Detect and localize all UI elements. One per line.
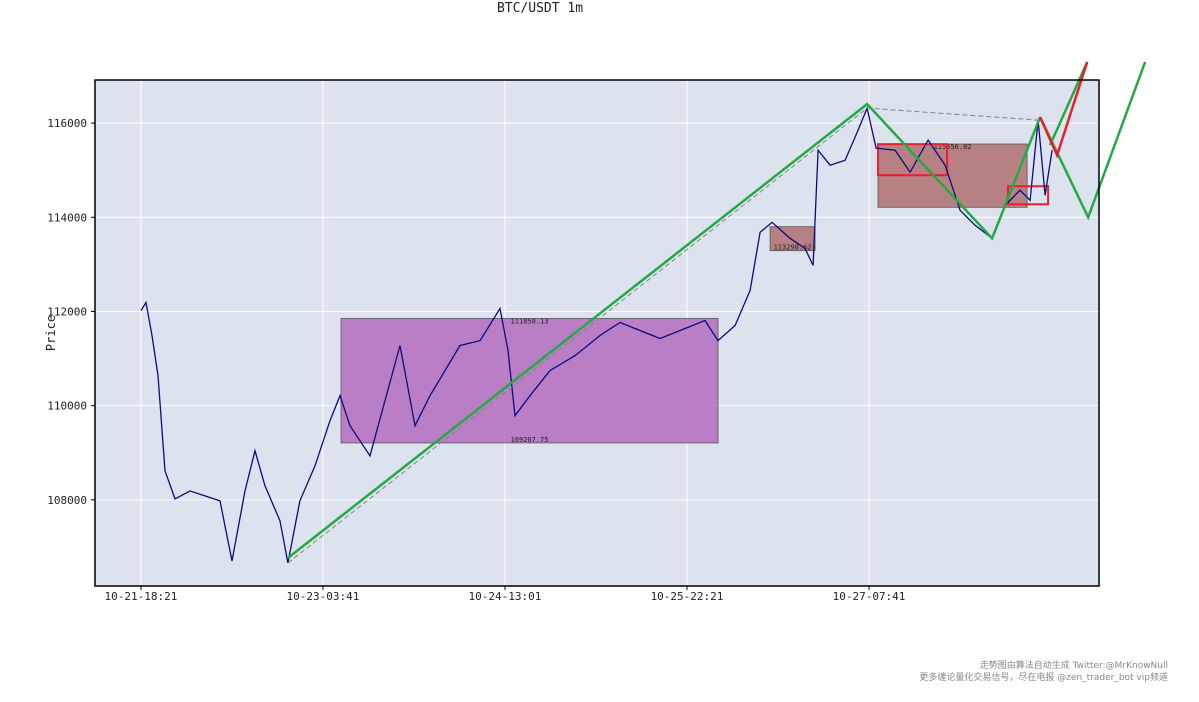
zone (340, 318, 719, 444)
y-tick-label: 116000 (47, 117, 87, 130)
overlay-line (1048, 61, 1089, 146)
y-tick-label: 110000 (47, 400, 87, 413)
overlay-line (287, 102, 1042, 559)
x-tick-label: 10-21-18:21 (105, 590, 178, 603)
footer-text: 更多缠论量化交易信号，尽在电报 @zen_trader_bot vip频道 (919, 671, 1168, 683)
price-line (140, 105, 1053, 564)
zone-label: 115556.02 (934, 143, 972, 151)
zone (877, 143, 949, 177)
y-tick-label: 112000 (47, 305, 87, 318)
plot-frame (94, 79, 1100, 587)
x-tick-label: 10-27-07:41 (833, 590, 906, 603)
y-axis-label: Price (44, 315, 58, 351)
x-tick-label: 10-23-03:41 (287, 590, 360, 603)
footer-text: 走势图由算法自动生成 Twitter:@MrKnowNull (980, 659, 1168, 671)
chart-title: BTC/USDT 1m (497, 1, 583, 16)
y-tick-label: 108000 (47, 494, 87, 507)
zone-label: 111850.13 (511, 318, 549, 326)
zone-label: 113290.62 (774, 244, 812, 252)
x-tick-label: 10-25-22:21 (651, 590, 724, 603)
overlay-line (287, 107, 1039, 564)
y-tick-label: 114000 (47, 211, 87, 224)
zone (769, 226, 816, 252)
zone-label: 109207.75 (511, 436, 549, 444)
overlay-line (1038, 61, 1089, 159)
x-tick-label: 10-24-13:01 (469, 590, 542, 603)
